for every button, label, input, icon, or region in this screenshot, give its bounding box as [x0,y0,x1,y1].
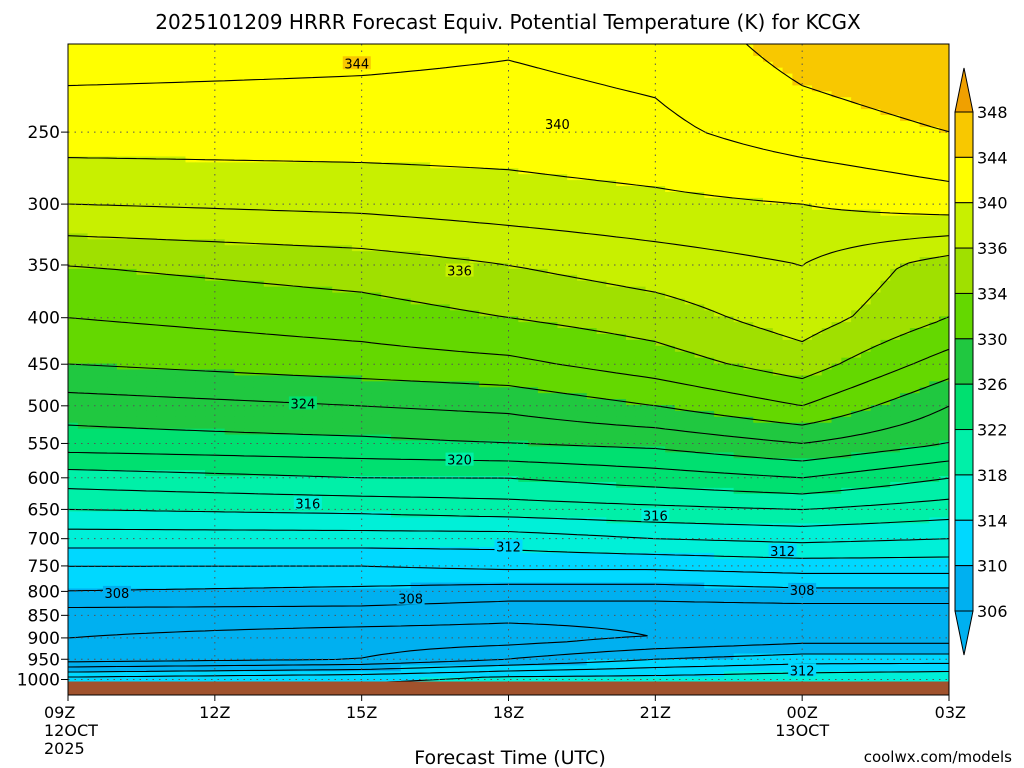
colorbar-segment [954,383,974,431]
contour-label-text: 340 [545,118,570,133]
y-tick-label: 550 [28,434,60,454]
colorbar-label: 330 [977,330,1008,349]
contour-label: 312 [768,543,797,560]
contour-labels: 344 340 336 324 320 316 316 312 312 308 308 308 312 [102,56,817,679]
x-tick-date-label: 12OCT [44,721,98,740]
contour-label-text: 312 [770,545,795,560]
y-axis: 250 300 350 400 450 500 550 600 650 700 750 800 850 9… [17,123,68,691]
y-tick-label: 350 [28,256,60,276]
contour-label: 308 [396,591,425,608]
y-tick-label: 800 [28,582,60,602]
colorbar-segment [954,338,974,385]
x-tick-label: 03Z [935,703,966,722]
contour-label: 312 [494,539,523,555]
contour-label-text: 308 [105,587,130,602]
contour-label-text: 312 [496,540,521,555]
y-tick-label: 950 [28,650,60,670]
y-tick-label: 900 [28,629,60,649]
x-tick-date-label: 13OCT [775,721,829,740]
contour-label-text: 320 [447,454,472,469]
colorbar-segment [954,292,974,340]
colorbar-label: 326 [977,375,1008,394]
colorbar-segment [954,247,974,294]
x-tick-label: 00Z [787,703,818,722]
contour-label: 324 [288,396,317,412]
colorbar-label: 306 [977,602,1008,621]
x-tick-label: 12Z [199,703,230,722]
colorbar-segment [954,202,974,249]
colorbar-segment [954,156,974,204]
colorbar-label: 336 [977,239,1008,258]
contour-label-text: 308 [398,593,423,608]
contour-label-text: 336 [447,265,472,280]
colorbar-label: 322 [977,421,1008,440]
contour-label-text: 312 [790,664,815,679]
colorbar-segment [954,474,974,521]
y-tick-label: 600 [28,469,60,489]
colorbar-segment [954,111,974,158]
colorbar-label: 348 [977,103,1008,122]
colorbar-label: 318 [977,466,1008,485]
contour-label: 344 [342,56,371,72]
x-tick-label: 09Z [44,703,75,722]
y-tick-label: 700 [28,530,60,550]
y-tick-label: 300 [28,195,60,215]
contour-label: 336 [445,263,474,280]
colorbar-label: 334 [977,284,1008,303]
contour-lines [68,44,949,695]
x-tick-label: 21Z [640,703,671,722]
colorbar-label: 340 [977,194,1008,213]
contour-label: 312 [788,663,817,679]
colorbar-over-triangle [954,67,974,113]
x-tick-label: 18Z [493,703,524,722]
colorbar-label: 310 [977,557,1008,576]
ground-surface [68,681,949,695]
contour-label: 316 [293,496,322,512]
contour-label: 340 [543,117,572,133]
x-tick-label: 15Z [346,703,377,722]
contour-label-text: 308 [790,584,815,599]
contour-label: 308 [788,582,817,599]
y-tick-label: 750 [28,557,60,577]
colorbar-label: 344 [977,148,1008,167]
y-tick-label: 1000 [17,671,60,691]
contour-path [68,44,949,695]
plot-area: 344 340 336 324 320 316 316 312 312 308 308 308 312 [68,44,949,695]
grid-lines [68,44,949,695]
colorbar: 348 344 340 336 334 330 326 322 318 314 310 306 [954,67,1008,656]
contour-label-text: 344 [344,57,369,72]
contour-label-text: 316 [643,509,668,524]
colorbar-label: 314 [977,511,1008,530]
colorbar-segment [954,565,974,612]
y-tick-label: 650 [28,500,60,520]
y-tick-label: 400 [28,309,60,329]
colorbar-segment [954,429,974,476]
y-tick-label: 850 [28,606,60,626]
y-tick-label: 250 [28,123,60,143]
credit-text: coolwx.com/models [864,748,1012,766]
chart-title: 2025101209 HRRR Forecast Equiv. Potentia… [155,10,861,34]
y-tick-label: 450 [28,355,60,375]
contour-label-text: 324 [291,397,316,412]
contour-label: 316 [641,508,670,524]
contour-label-text: 316 [295,497,320,512]
contour-label: 320 [445,452,474,469]
colorbar-segment [954,519,974,567]
contour-label: 308 [102,585,131,602]
x-tick-year-label: 2025 [44,739,85,758]
colorbar-under-triangle [954,610,974,656]
x-axis-label: Forecast Time (UTC) [414,747,605,768]
y-tick-label: 500 [28,397,60,417]
